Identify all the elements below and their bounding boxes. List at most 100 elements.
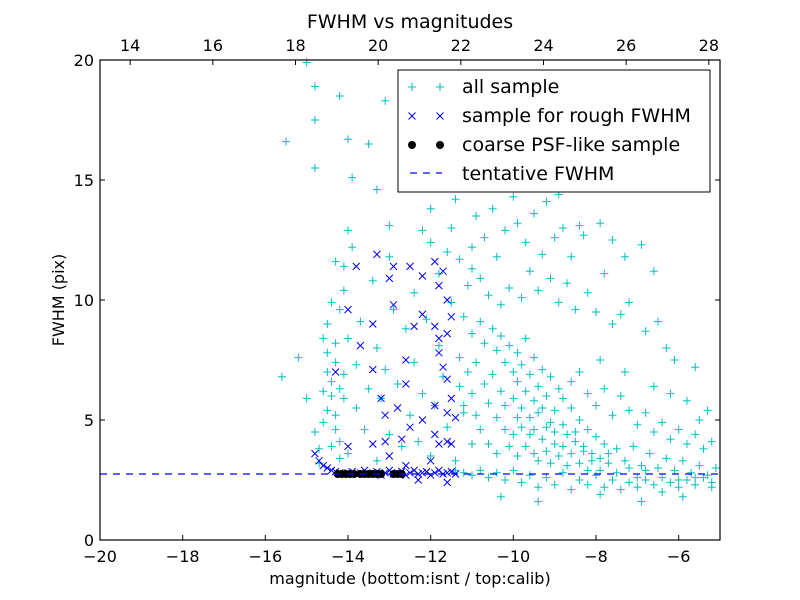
all-sample-point [649, 382, 658, 391]
all-sample-point [434, 341, 443, 350]
all-sample-point [546, 274, 555, 283]
rough-sample-point [430, 257, 439, 266]
all-sample-point [463, 281, 472, 290]
all-sample-point [558, 468, 567, 477]
all-sample-point [426, 204, 435, 213]
rough-sample-point [439, 267, 447, 276]
all-sample-point [335, 437, 344, 446]
all-sample-point [654, 317, 662, 326]
all-sample-point [691, 480, 700, 489]
all-sample-point [410, 358, 419, 367]
rough-sample-point [443, 296, 452, 304]
all-sample-point [550, 428, 559, 436]
all-sample-point [525, 413, 534, 422]
all-sample-point [484, 440, 493, 448]
all-sample-point [496, 332, 505, 340]
all-sample-point [583, 288, 592, 297]
all-sample-point [513, 348, 522, 357]
rough-sample-point [402, 356, 410, 364]
rough-sample-point [447, 440, 456, 448]
legend-box [397, 69, 711, 193]
all-sample-point [492, 252, 501, 261]
all-sample-point [608, 411, 617, 420]
all-sample-point [484, 473, 493, 482]
all-sample-point [542, 473, 551, 482]
all-sample-point [678, 456, 687, 465]
all-sample-point [625, 464, 634, 472]
all-sample-point [649, 267, 658, 276]
all-sample-point [385, 252, 394, 261]
all-sample-point [364, 140, 373, 148]
all-sample-point [472, 358, 481, 367]
all-sample-point [550, 440, 559, 448]
all-sample-point [707, 437, 716, 446]
all-sample-point [509, 192, 518, 201]
all-sample-point [282, 137, 290, 146]
all-sample-point [670, 356, 679, 364]
all-sample-point [546, 418, 555, 427]
all-sample-point [517, 478, 526, 487]
all-sample-point [542, 197, 551, 206]
all-sample-point [633, 483, 642, 492]
all-sample-point [682, 396, 691, 405]
all-sample-point [472, 411, 481, 420]
all-sample-point [505, 442, 514, 451]
all-sample-point [558, 224, 567, 232]
all-sample-point [455, 255, 464, 264]
rough-sample-point [331, 368, 340, 376]
all-sample-point [587, 456, 596, 465]
y-axis-title: FWHM (pix) [49, 254, 68, 347]
all-sample-point [534, 382, 543, 391]
all-sample-point [587, 449, 596, 458]
all-sample-point [385, 221, 394, 230]
all-sample-point [608, 236, 617, 244]
all-sample-point [501, 226, 510, 235]
all-sample-point [691, 363, 700, 372]
all-sample-point [534, 497, 543, 506]
all-sample-point [372, 185, 381, 194]
rough-sample-point [426, 456, 435, 465]
all-sample-point [583, 466, 592, 475]
all-sample-point [315, 444, 324, 453]
all-sample-point [277, 372, 286, 381]
all-sample-point [410, 288, 419, 297]
all-sample-point [451, 456, 460, 465]
all-sample-point [468, 243, 476, 252]
all-sample-point [492, 449, 501, 458]
all-sample-point [455, 382, 464, 391]
chart-title: FWHM vs magnitudes [307, 11, 513, 33]
top-x-tick-label: 28 [699, 36, 719, 55]
all-sample-point [344, 226, 352, 235]
all-sample-point [637, 497, 646, 506]
all-sample-point [509, 466, 518, 475]
all-sample-point [451, 195, 460, 204]
rough-sample-point [447, 394, 456, 403]
all-sample-point [525, 370, 534, 379]
all-sample-point [302, 394, 311, 403]
top-x-tick-label: 16 [203, 36, 223, 55]
all-sample-point [393, 380, 402, 388]
all-sample-point [554, 298, 563, 307]
all-sample-point [480, 233, 489, 242]
rough-sample-point [426, 471, 435, 480]
all-sample-point [484, 291, 493, 300]
all-sample-point [538, 250, 547, 259]
all-sample-point [625, 406, 634, 415]
rough-sample-point [418, 416, 427, 424]
all-sample-point [397, 442, 406, 451]
rough-sample-point [443, 408, 452, 417]
all-sample-point [620, 368, 629, 376]
y-tick-label: 0 [84, 531, 94, 550]
all-sample-point [620, 252, 629, 261]
all-sample-point [335, 92, 344, 100]
all-sample-point [468, 440, 476, 448]
all-sample-point [447, 224, 456, 232]
all-sample-point [567, 377, 576, 386]
all-sample-point [542, 447, 551, 456]
all-sample-point [567, 252, 576, 261]
rough-sample-point [397, 435, 406, 444]
top-x-tick-label: 22 [451, 36, 471, 55]
all-sample-point [534, 286, 543, 295]
all-sample-point [513, 452, 522, 460]
